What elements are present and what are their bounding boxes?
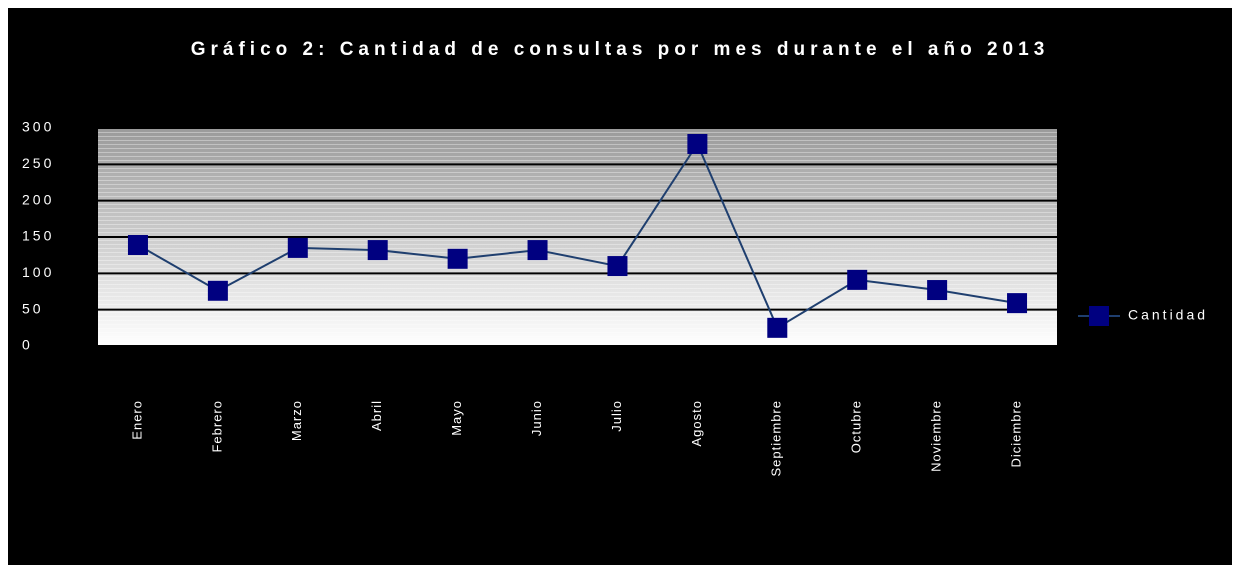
legend-label: Cantidad — [1128, 307, 1208, 323]
data-point — [767, 317, 788, 338]
data-point — [447, 248, 468, 269]
data-point — [607, 256, 628, 277]
x-tick-label: Octubre — [849, 400, 864, 453]
chart-title: Gráfico 2: Cantidad de consultas por mes… — [191, 39, 1050, 60]
data-point — [527, 240, 548, 261]
data-point — [367, 240, 388, 261]
data-point — [127, 234, 148, 255]
y-tick-label: 200 — [22, 191, 54, 207]
x-tick-label: Marzo — [289, 400, 304, 441]
y-tick-label: 0 — [22, 337, 33, 353]
y-tick-label: 250 — [22, 155, 54, 171]
y-tick-label: 100 — [22, 264, 54, 280]
x-tick-label: Noviembre — [929, 400, 944, 472]
legend-marker — [1089, 306, 1109, 326]
data-point — [687, 133, 708, 154]
x-tick-label: Agosto — [689, 400, 704, 446]
x-tick-label: Diciembre — [1008, 400, 1023, 468]
data-point — [1007, 293, 1028, 314]
x-tick-label: Mayo — [449, 400, 464, 436]
x-tick-label: Febrero — [209, 400, 224, 453]
y-tick-label: 300 — [22, 119, 54, 135]
y-tick-label: 50 — [22, 300, 44, 316]
data-point — [847, 269, 868, 290]
x-tick-label: Junio — [529, 400, 544, 436]
data-point — [207, 280, 228, 301]
x-tick-label: Septiembre — [769, 400, 784, 476]
x-tick-label: Abril — [369, 400, 384, 431]
series-line — [137, 141, 1018, 330]
x-tick-label: Enero — [129, 400, 144, 440]
data-point — [287, 237, 308, 258]
x-tick-label: Julio — [609, 400, 624, 432]
y-tick-label: 150 — [22, 228, 54, 244]
data-point — [927, 280, 948, 301]
